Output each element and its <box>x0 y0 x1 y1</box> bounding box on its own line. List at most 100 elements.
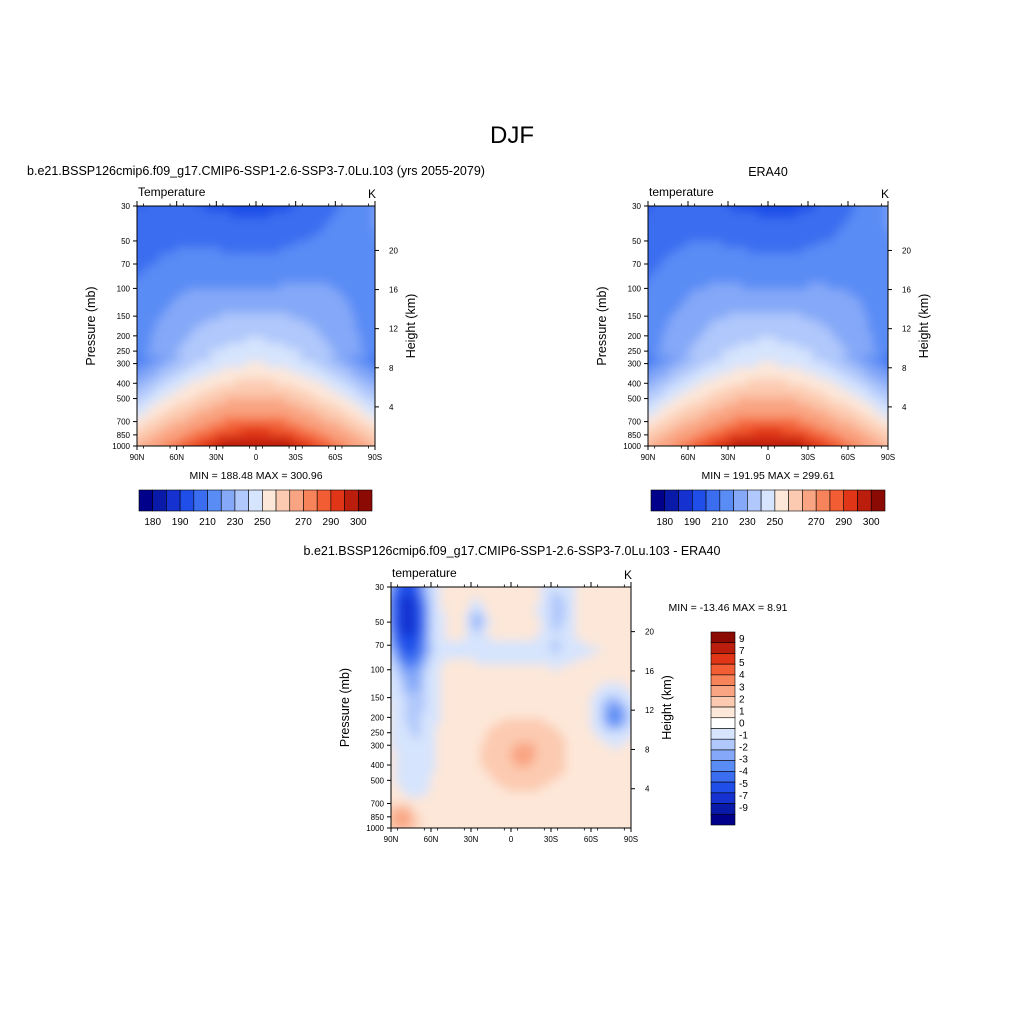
panel-obs-colorbar-box <box>733 489 748 512</box>
panel-diff-x-tick-label: 60N <box>424 835 439 844</box>
panel-model-colorbar-box <box>193 489 208 512</box>
panel-obs-field-title: temperature <box>649 185 714 199</box>
panel-diff-colorbar-box <box>710 803 736 815</box>
panel-model-colorbar-box <box>262 489 277 512</box>
panel-model-y-axis-label: Pressure (mb) <box>84 286 98 365</box>
panel-obs-x-tick-label: 30N <box>721 453 736 462</box>
panel-model-y-tick-label: 400 <box>117 379 131 388</box>
panel-obs-y-axis: 30 50 70 100 150 200 250 300 400 500 700 850 1000 Pre… <box>595 202 648 451</box>
panel-diff-colorbar-box <box>710 674 736 686</box>
panel-model-colorbar: 180 190 210 230 250 270 290 300 <box>138 489 373 528</box>
panel-model-colorbar-label: 270 <box>295 517 312 528</box>
panel-diff-colorbar-box <box>710 771 736 783</box>
panel-diff-colorbar-label: -7 <box>739 791 748 802</box>
panel-diff-colorbar-box <box>710 792 736 804</box>
panel-obs-colorbar-box <box>719 489 734 512</box>
panel-obs-min-max: MIN = 191.95 MAX = 299.61 <box>701 470 834 482</box>
panel-model-colorbar-label: 190 <box>172 517 189 528</box>
panel-diff-y-tick-label: 200 <box>371 713 385 722</box>
panel-diff-colorbar-label: 0 <box>739 718 745 729</box>
panel-obs-y-tick-label: 30 <box>632 202 641 211</box>
panel-obs-colorbar-box <box>843 489 858 512</box>
panel-model-y-tick-label: 70 <box>121 260 130 269</box>
panel-diff-colorbar-label: 5 <box>739 658 745 669</box>
panel-obs-y2-tick-label: 4 <box>902 403 907 412</box>
panel-obs-y-tick-label: 700 <box>628 418 642 427</box>
panel-obs-y-tick-label: 300 <box>628 360 642 369</box>
panel-model-x-tick-label: 30N <box>209 453 224 462</box>
panel-diff-colorbar-box <box>710 663 736 676</box>
panel-diff-y-tick-label: 400 <box>371 761 385 770</box>
panel-obs-colorbar-box <box>857 489 872 512</box>
panel-model-y2-axis-label: Height (km) <box>404 294 418 359</box>
panel-obs-y2-axis: 4 8 12 16 20 Height (km) <box>888 246 931 412</box>
panel-model-x-axis: 90N 60N 30N 0 30S 60S 90S <box>130 201 382 462</box>
panel-obs-colorbar-label: 250 <box>767 517 784 528</box>
panel-obs-y-tick-label: 100 <box>628 284 642 293</box>
panel-diff-y-axis: 30 50 70 100 150 200 250 300 400 500 700 850 1000 Pre… <box>338 583 391 833</box>
panel-obs-y-tick-label: 250 <box>628 347 642 356</box>
panel-model-y-tick-label: 850 <box>117 431 131 440</box>
panel-diff-y2-tick-label: 12 <box>645 706 654 715</box>
panel-obs-units: K <box>881 187 889 201</box>
panel-model-y-axis: 30 50 70 100 150 200 250 300 400 500 700 850 1000 Pre… <box>84 202 137 451</box>
panel-model-colorbar-box <box>330 489 345 512</box>
panel-obs-x-axis: 90N 60N 30N 0 30S 60S 90S <box>641 201 895 462</box>
panel-obs-colorbar-box <box>774 489 789 512</box>
panel-model-y2-tick-label: 20 <box>389 246 398 255</box>
panel-obs-colorbar-box <box>760 489 776 512</box>
panel-model-colorbar-label: 250 <box>254 517 271 528</box>
panel-model-y-tick-label: 150 <box>117 312 131 321</box>
panel-diff-colorbar-box <box>710 813 736 826</box>
panel-diff-y-tick-label: 100 <box>371 666 385 675</box>
panel-diff-x-tick-label: 0 <box>509 835 514 844</box>
panel-model-min-max: MIN = 188.48 MAX = 300.96 <box>189 470 322 482</box>
panel-model-y-tick-label: 1000 <box>112 442 130 451</box>
panel-obs-y2-tick-label: 20 <box>902 246 911 255</box>
panel-obs-y-tick-label: 1000 <box>623 442 641 451</box>
difference-temperature-panel: b.e21.BSSP126cmip6.f09_g17.CMIP6-SSP1-2.… <box>304 544 788 844</box>
panel-model-x-tick-label: 60N <box>169 453 184 462</box>
panel-diff-y-tick-label: 50 <box>375 618 384 627</box>
panel-model-colorbar-box <box>248 489 263 512</box>
panel-model-x-tick-label: 90S <box>368 453 382 462</box>
panel-obs-colorbar-box <box>802 489 817 512</box>
panel-diff-y-tick-label: 30 <box>375 583 384 592</box>
panel-obs-y-tick-label: 150 <box>628 312 642 321</box>
panel-model-x-tick-label: 60S <box>328 453 342 462</box>
panel-model-y-tick-label: 100 <box>117 284 131 293</box>
panel-model-y-tick-label: 300 <box>117 360 131 369</box>
panel-obs-y2-tick-label: 16 <box>902 286 911 295</box>
panel-obs-colorbar-box <box>870 489 886 512</box>
panel-model-colorbar-label: 290 <box>323 517 340 528</box>
panel-obs-colorbar-box <box>705 489 721 512</box>
panel-obs-colorbar-label: 230 <box>739 517 756 528</box>
panel-obs-colorbar-box <box>788 489 803 512</box>
panel-model-colorbar-label: 300 <box>350 517 367 528</box>
panel-model-y-tick-label: 700 <box>117 418 131 427</box>
panel-obs-x-tick-label: 90N <box>641 453 656 462</box>
panel-diff-colorbar-label: -9 <box>739 803 748 814</box>
panel-diff-y-tick-label: 700 <box>371 799 385 808</box>
panel-diff-colorbar-label: -3 <box>739 755 748 766</box>
panel-model-colorbar-label: 230 <box>227 517 244 528</box>
panel-diff-colorbar-label: 4 <box>739 670 745 681</box>
panel-diff-y-tick-label: 500 <box>371 776 385 785</box>
panel-model-x-tick-label: 0 <box>254 453 259 462</box>
panel-diff-colorbar-label: -5 <box>739 779 748 790</box>
panel-obs-colorbar-label: 300 <box>863 517 880 528</box>
panel-diff-colorbar-label: -1 <box>739 731 748 742</box>
panel-model-colorbar-label: 180 <box>144 517 161 528</box>
panel-obs-y-tick-label: 50 <box>632 237 641 246</box>
panel-obs-x-tick-label: 0 <box>766 453 771 462</box>
panel-diff-colorbar-box <box>710 781 736 794</box>
panel-diff-y2-tick-label: 20 <box>645 628 654 637</box>
panel-model-contour-field <box>137 206 375 446</box>
panel-diff-y-tick-label: 70 <box>375 641 384 650</box>
panel-diff-y2-tick-label: 4 <box>645 785 650 794</box>
panel-diff-contour-field <box>391 587 631 828</box>
panel-obs-y-tick-label: 850 <box>628 431 642 440</box>
panel-model-units: K <box>368 187 376 201</box>
panel-obs-colorbar-box <box>747 489 762 512</box>
